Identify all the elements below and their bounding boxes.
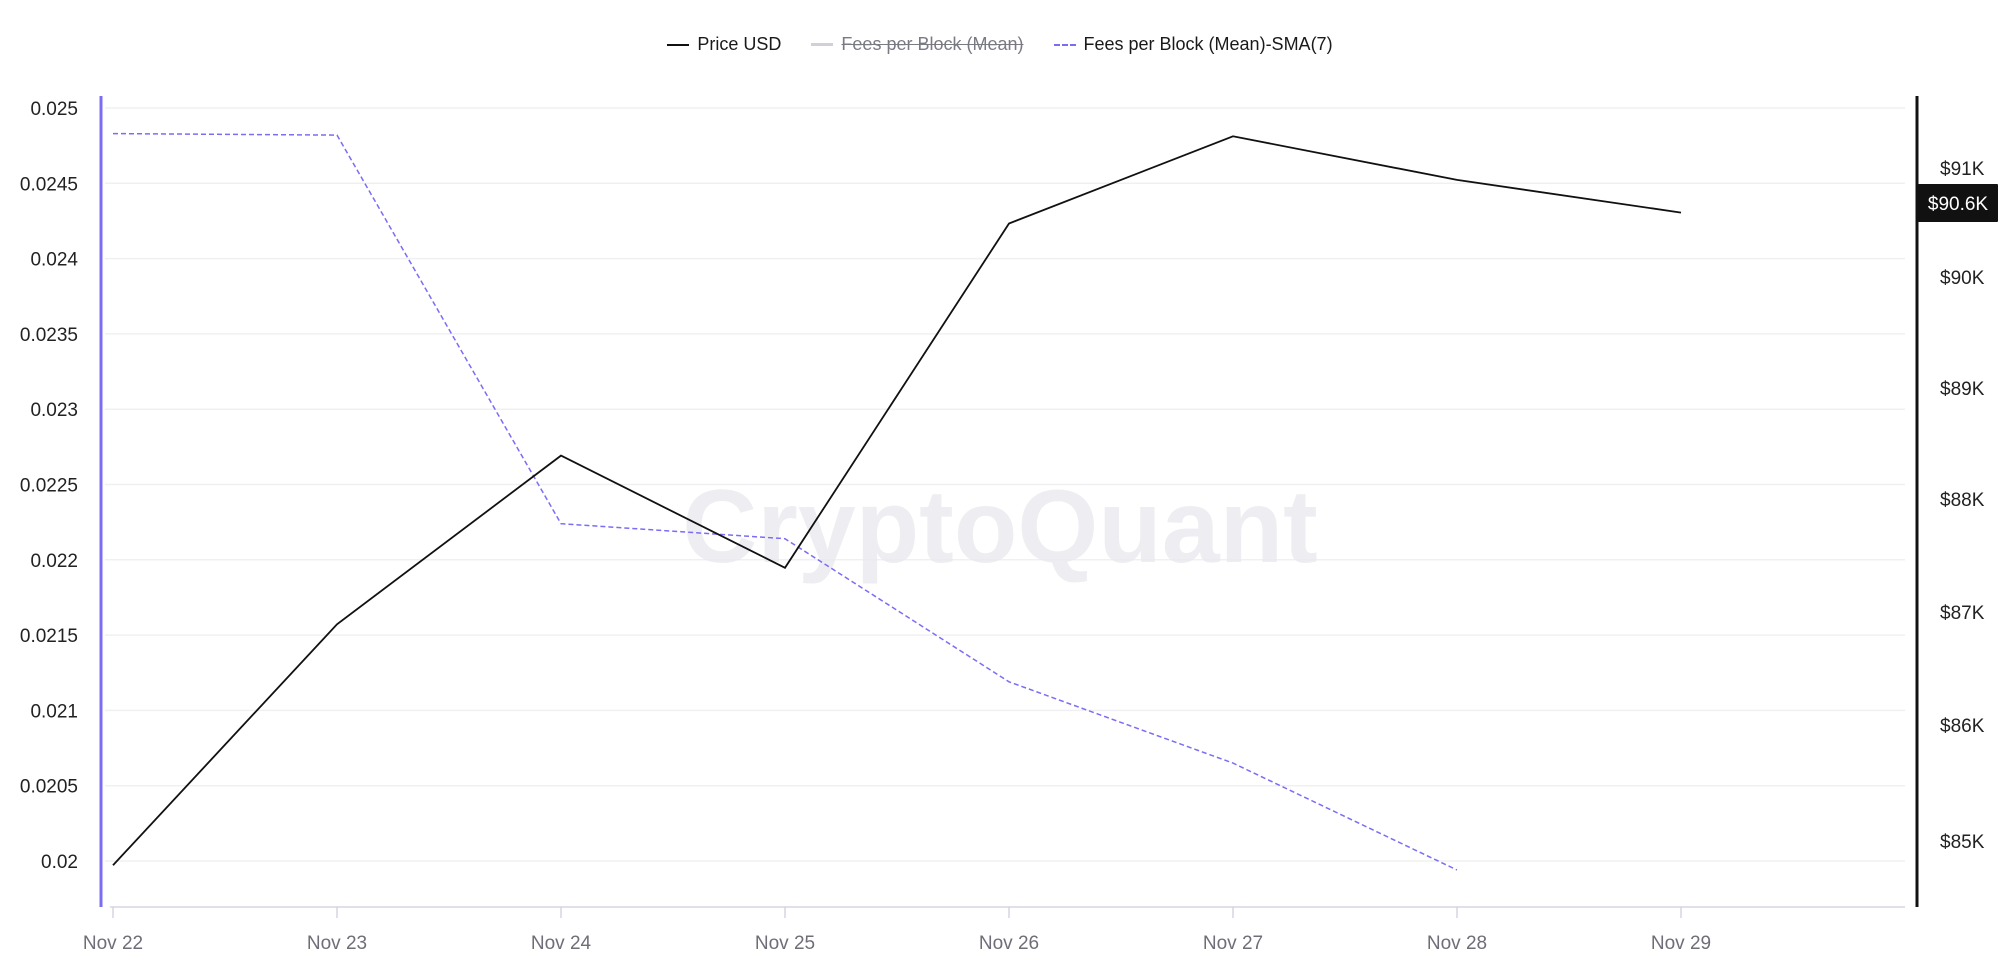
price-series-line[interactable] (112, 135, 1682, 866)
current-price-label: $90.6K (1928, 194, 1989, 215)
legend-item-1[interactable]: Fees per Block (Mean) (811, 34, 1024, 55)
left-axis-tick-label: 0.0225 (20, 476, 78, 497)
x-axis: Nov 22 Nov 23 Nov 24 Nov 25 Nov 26 Nov 27 Nov … (83, 906, 1905, 954)
sma-series-line[interactable] (112, 132, 1458, 871)
right-y-axis: $91K $90K $89K $88K $87K $86K $85K (1915, 96, 1985, 907)
legend-label: Price USD (697, 34, 782, 54)
left-axis-tick-label: 0.024 (30, 250, 78, 271)
legend-item-2[interactable]: Fees per Block (Mean)-SMA(7) (1053, 34, 1333, 55)
right-axis-tick-label: $85K (1940, 832, 1985, 853)
legend-item-0[interactable]: Price USD (667, 34, 781, 55)
legend-swatch-icon (667, 43, 690, 46)
x-axis-tick-label: Nov 25 (755, 933, 815, 954)
left-axis-tick-label: 0.022 (30, 551, 78, 572)
left-axis-tick-label: 0.021 (30, 701, 78, 722)
left-y-axis: 0.025 0.0245 0.024 0.0235 0.023 0.0225 0.022 0.… (20, 96, 103, 907)
x-axis-tick-label: Nov 27 (1203, 933, 1263, 954)
left-axis-tick-label: 0.023 (30, 400, 78, 421)
legend-label: Fees per Block (Mean)-SMA(7) (1083, 34, 1333, 54)
left-axis-tick-label: 0.02 (41, 852, 78, 873)
right-axis-tick-label: $88K (1940, 490, 1985, 511)
watermark: CryptoQuant (682, 469, 1318, 585)
right-axis-tick-label: $86K (1940, 716, 1985, 737)
x-axis-tick-label: Nov 23 (307, 933, 367, 954)
x-axis-tick-label: Nov 22 (83, 933, 143, 954)
left-axis-tick-label: 0.0205 (20, 777, 78, 798)
left-axis-tick-label: 0.0215 (20, 626, 78, 647)
x-axis-tick-label: Nov 28 (1427, 933, 1487, 954)
legend-label: Fees per Block (Mean) (841, 34, 1024, 54)
right-axis-tick-label: $87K (1940, 603, 1985, 624)
x-axis-tick-label: Nov 26 (979, 933, 1039, 954)
left-axis-tick-label: 0.0245 (20, 174, 78, 195)
x-axis-tick-label: Nov 29 (1651, 933, 1711, 954)
x-axis-tick-label: Nov 24 (531, 933, 592, 954)
legend-swatch-icon (811, 43, 834, 46)
grid-lines (105, 107, 1905, 862)
legend-swatch-icon (1053, 43, 1076, 46)
left-axis-tick-label: 0.0235 (20, 325, 78, 346)
chart-legend: Price USD Fees per Block (Mean) Fees per B… (0, 34, 2000, 55)
right-axis-tick-label: $91K (1940, 159, 1985, 180)
right-axis-tick-label: $90K (1940, 268, 1985, 289)
current-price-tag: $90.6K (1918, 184, 1998, 222)
right-axis-tick-label: $89K (1940, 379, 1985, 400)
left-axis-tick-label: 0.025 (30, 99, 78, 120)
